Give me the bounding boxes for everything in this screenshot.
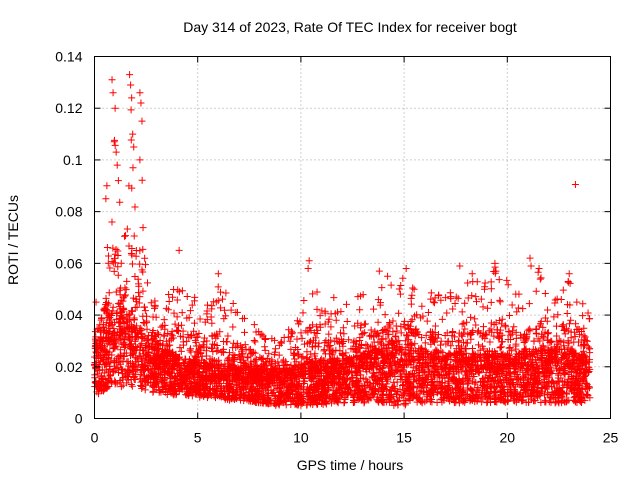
data-point [395,309,403,317]
data-point [224,332,232,340]
data-point [481,283,489,291]
data-point [184,331,192,339]
data-point [214,283,222,291]
data-point [395,285,403,293]
data-point [152,313,160,321]
data-point [178,309,186,317]
data-point [547,337,555,345]
data-point [287,345,295,353]
data-point [117,259,125,267]
data-point [446,289,454,297]
data-point [557,296,565,304]
data-point [390,378,398,386]
data-point [261,335,269,343]
data-point [381,311,389,319]
data-point [487,285,495,293]
data-point [106,341,114,349]
data-point [582,337,590,345]
data-point [114,300,122,308]
data-point [208,319,216,327]
data-point [261,346,269,354]
data-point [232,308,240,316]
data-point [343,317,351,325]
data-point [110,138,118,146]
data-point [297,329,305,337]
data-point [442,294,450,302]
data-point [334,385,342,393]
data-point [121,292,129,300]
data-point [451,300,459,308]
data-point [340,330,348,338]
data-point [187,348,195,356]
data-point [447,342,455,350]
data-point [374,318,382,326]
data-point [243,353,251,361]
data-point [141,261,149,269]
data-point [300,296,308,304]
data-point [579,300,587,308]
data-point [227,306,235,314]
data-point [438,315,446,323]
data-point [190,319,198,327]
data-point [285,326,293,334]
data-point [123,277,131,285]
data-point [437,296,445,304]
data-point [299,309,307,317]
data-point [250,336,258,344]
data-point [110,267,118,275]
data-point [110,325,118,333]
data-point [479,303,487,311]
data-point [162,337,170,345]
data-point [327,323,335,331]
data-point [431,322,439,330]
data-point [103,244,111,252]
data-point [437,337,445,345]
data-point [105,289,113,297]
data-point [144,279,152,287]
data-point [141,254,149,262]
data-point [427,289,435,297]
data-point [397,329,405,337]
data-point [389,328,397,336]
data-point [483,331,491,339]
data-point [139,224,147,232]
data-point [267,362,275,370]
data-point [552,361,560,369]
data-point [535,265,543,273]
data-point [582,391,590,399]
data-point [414,394,422,402]
data-point [151,304,159,312]
data-point [117,365,125,373]
data-point [473,278,481,286]
data-point [396,290,404,298]
data-points [91,71,594,409]
data-point [357,292,365,300]
data-point [401,317,409,325]
data-point [484,304,492,312]
data-point [219,295,227,303]
data-point [251,338,259,346]
data-point [127,106,135,114]
data-point [271,336,279,344]
grid-lines [94,56,611,419]
data-point [121,232,129,240]
data-point [571,333,579,341]
data-point [169,293,177,301]
data-point [449,305,457,313]
data-point [504,335,512,343]
data-point [116,198,124,206]
data-point [186,307,194,315]
data-point [473,298,481,306]
